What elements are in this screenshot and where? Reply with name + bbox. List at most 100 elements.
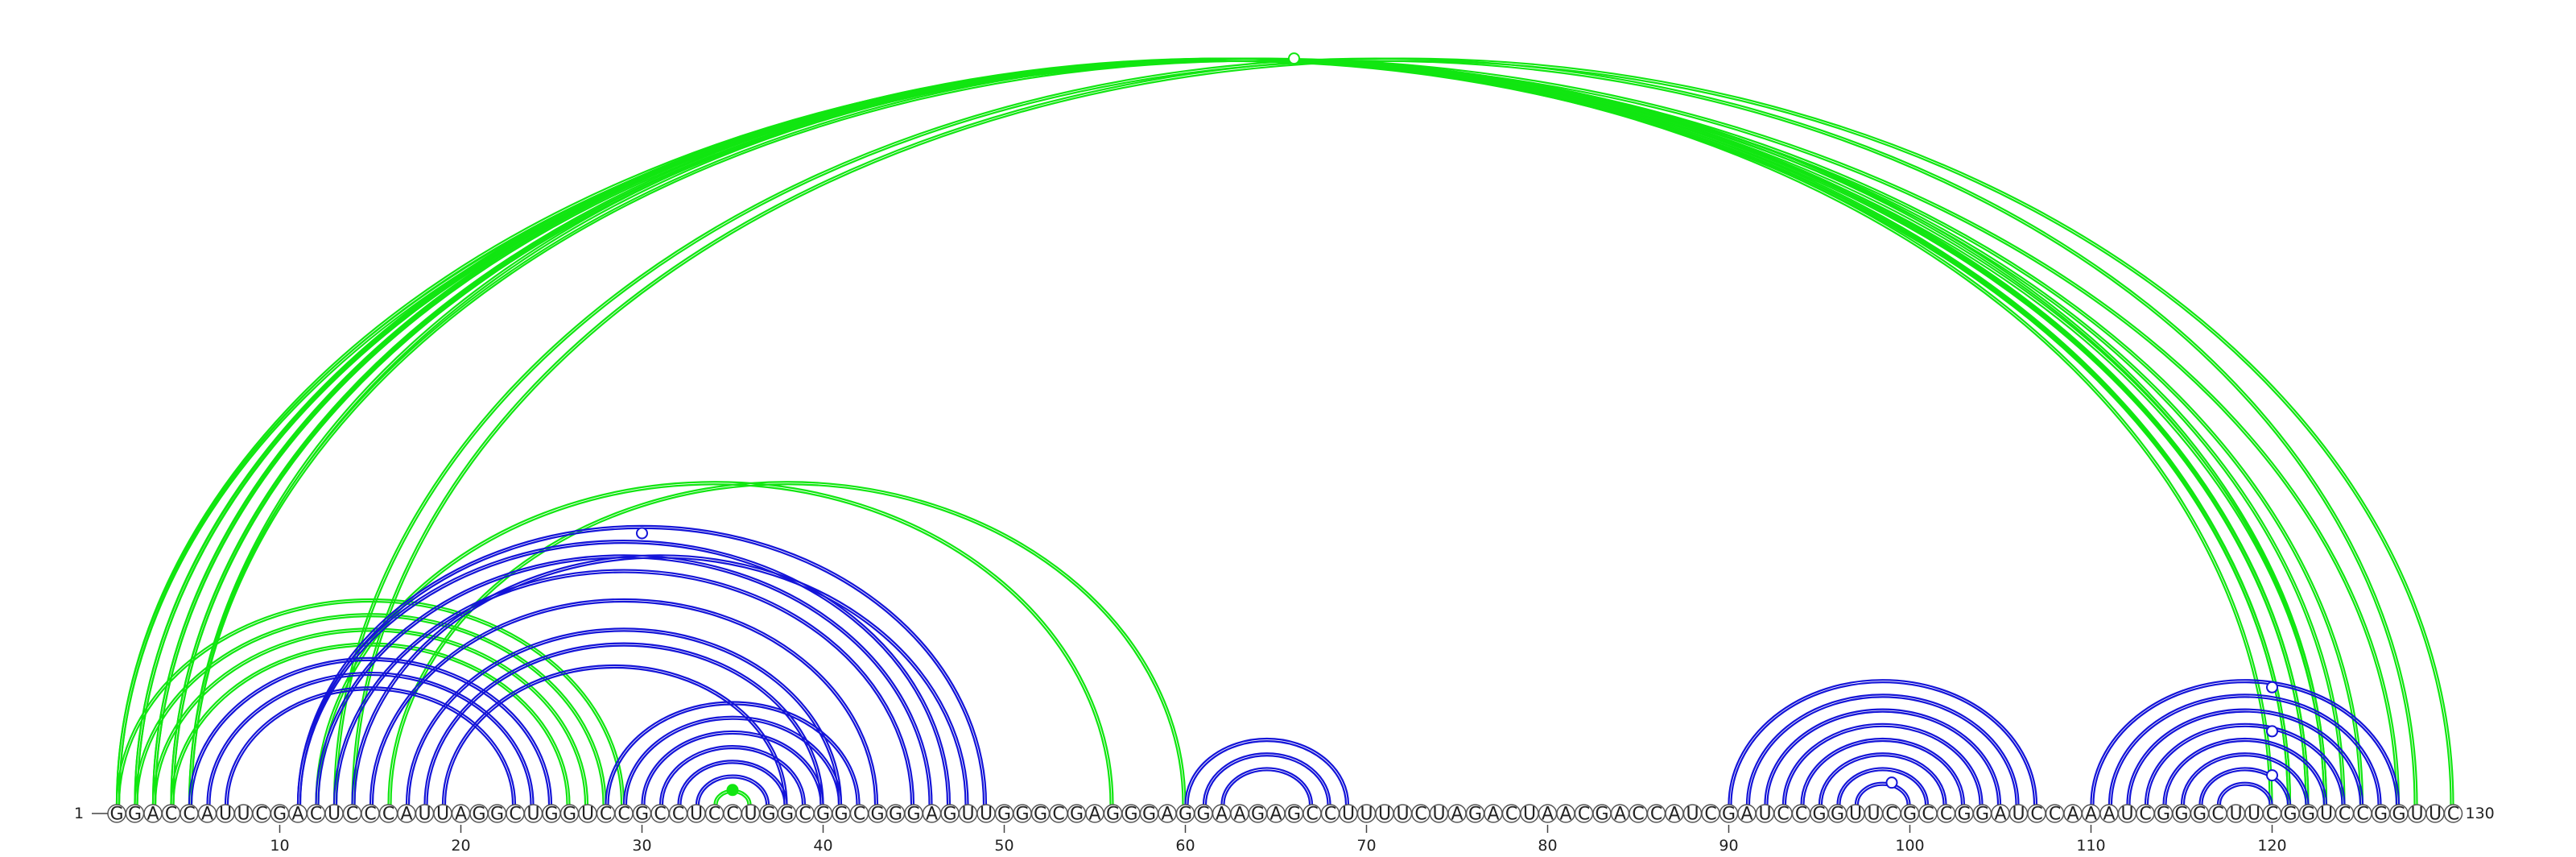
nucleotide-letter: C [1777,805,1789,825]
nucleotide: U [415,804,435,825]
tick-label: 110 [2076,837,2105,855]
nucleotide: U [1393,804,1413,825]
green-pair-arc [188,57,2273,805]
tick-label: 50 [994,837,1013,855]
blue-pair-arc [1836,767,1930,805]
green-pair-arc [134,57,2328,805]
nucleotide: G [559,804,580,825]
nucleotide-letter: C [617,805,630,825]
nucleotide-letter: G [1957,805,1971,825]
nucleotide-letter: C [1885,805,1897,825]
nucleotide-letter: C [2139,805,2151,825]
blue-pair-arc [1220,767,1314,805]
nucleotide: G [1955,804,1974,825]
nucleotide: G [1248,804,1268,825]
nucleotide-letter: G [2301,805,2315,825]
nucleotide: U [578,804,597,825]
nucleotide-letter: G [834,805,848,825]
nucleotide-letter: C [364,805,376,825]
green-pair-arc [151,627,589,805]
nucleotide: C [161,804,181,825]
nucleotide: G [270,804,290,825]
nucleotide: C [849,804,869,825]
nucleotide: G [886,804,906,825]
nucleotide-letter: G [1287,805,1301,825]
position-axis: 10 20 30 40 50 60 70 80 90 100 110 120 [92,813,2287,855]
blue-pair-arc [2107,693,2382,805]
nucleotide: U [2244,804,2264,825]
nucleotide-letter: U [1342,805,1355,825]
nucleotide: C [1049,804,1068,825]
nucleotide-letter: C [1795,805,1807,825]
nucleotide-letter: G [1812,805,1826,825]
nucleotide: G [832,804,851,825]
nucleotide-letter: C [1505,805,1517,825]
nucleotide-letter: A [1233,805,1245,825]
blue-pair-arc [2162,737,2328,805]
nucleotide-letter: C [2030,805,2042,825]
nucleotide-letter: U [2429,805,2442,825]
nucleotide: C [252,804,271,825]
blue-pair-arc [441,664,788,805]
nucleotide: A [1447,804,1467,825]
nucleotide: A [2081,804,2101,825]
nucleotide-letter: C [183,805,195,825]
nucleotide-letter: U [690,805,703,825]
nucleotide-letter: U [219,805,232,825]
nucleotide: C [1501,804,1521,825]
nucleotide: G [125,804,145,825]
nucleotide: G [487,804,507,825]
nucleotide-letter: C [853,805,865,825]
nucleotide-letter: U [418,805,431,825]
nucleotide-letter: A [400,805,412,825]
nucleotide-letter: G [889,805,902,825]
nucleotide-letter: U [2410,805,2423,825]
nucleotide: A [143,804,163,825]
blue-pair-arc [695,774,770,805]
nucleotide: C [342,804,362,825]
nucleotide: A [1230,804,1249,825]
nucleotide: C [1791,804,1811,825]
nucleotide-letter: A [1088,805,1100,825]
blue-pair-arc [1800,737,1966,805]
nucleotide: G [1175,804,1195,825]
tick-label: 120 [2257,837,2286,855]
blue-pair-arc [1728,679,2038,805]
sequence-start-label: 1 [74,805,84,822]
nucleotide: A [397,804,416,825]
nucleotide-letter: C [1306,805,1318,825]
tick-label: 70 [1356,837,1376,855]
nucleotide: U [1682,804,1703,825]
nucleotide: U [976,804,996,825]
nucleotide: G [1972,804,1992,825]
nucleotide: C [306,804,326,825]
nucleotide: C [1411,804,1430,825]
blue-pair-arc [1745,693,2020,805]
nucleotide: G [1139,804,1159,825]
blue-pair-arc [641,730,824,805]
nucleotide: G [1719,804,1739,825]
nucleotide: U [2425,804,2445,825]
nucleotide: G [2153,804,2174,825]
nucleotide: G [1465,804,1485,825]
tick-label: 20 [451,837,470,855]
nucleotide-letter: C [2211,805,2223,825]
nucleotide: C [596,804,616,825]
nucleotide-letter: G [273,805,287,825]
arc-apex-marker [2266,681,2278,693]
blue-pair-arc [1781,722,1984,805]
nucleotide: U [741,804,761,825]
tick-label: 80 [1538,837,1557,855]
tick-label: 100 [1895,837,1924,855]
nucleotide: G [777,804,797,825]
nucleotide-letter: A [1269,805,1282,825]
nucleotide-letter: C [2049,805,2061,825]
nucleotide-letter: U [980,805,993,825]
nucleotide: C [795,804,815,825]
nucleotide-letter: C [1632,805,1644,825]
nucleotide-letter: C [165,805,177,825]
nucleotide-letter: C [255,805,267,825]
nucleotide-letter: G [563,805,576,825]
nucleotide-letter: C [1578,805,1590,825]
